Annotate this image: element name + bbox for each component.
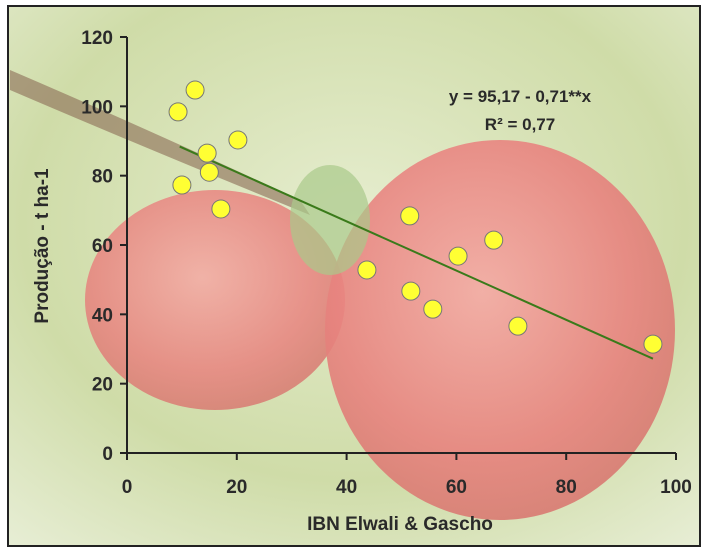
leaf [290,165,370,275]
r-squared: R² = 0,77 [485,115,555,134]
point [212,200,230,218]
point [200,163,218,181]
apple-right [325,140,675,520]
point [401,207,419,225]
equation: y = 95,17 - 0,71**x [449,87,592,106]
point [186,81,204,99]
point [173,176,191,194]
point [424,300,442,318]
point [198,144,216,162]
y-tick-label: 120 [81,28,113,49]
point [229,131,247,149]
y-tick-label: 20 [92,375,113,396]
point [644,335,662,353]
x-tick-label: 20 [226,477,247,498]
y-axis-label: Produção - t ha-1 [32,168,53,324]
point [402,282,420,300]
x-axis-label: IBN Elwali & Gascho [307,514,493,535]
y-tick-label: 0 [102,444,113,465]
y-tick-label: 80 [92,167,113,188]
point [169,103,187,121]
x-tick-label: 80 [556,477,577,498]
x-tick-label: 40 [336,477,357,498]
point [509,317,527,335]
x-tick-label: 60 [446,477,467,498]
point [449,247,467,265]
y-tick-label: 60 [92,236,113,257]
y-tick-label: 40 [92,305,113,326]
point [358,261,376,279]
y-tick-label: 100 [81,97,113,118]
point [485,231,503,249]
x-tick-label: 0 [122,477,133,498]
chart: y = 95,17 - 0,71**x R² = 0,77 Produção -… [0,0,706,553]
x-tick-label: 100 [660,477,692,498]
